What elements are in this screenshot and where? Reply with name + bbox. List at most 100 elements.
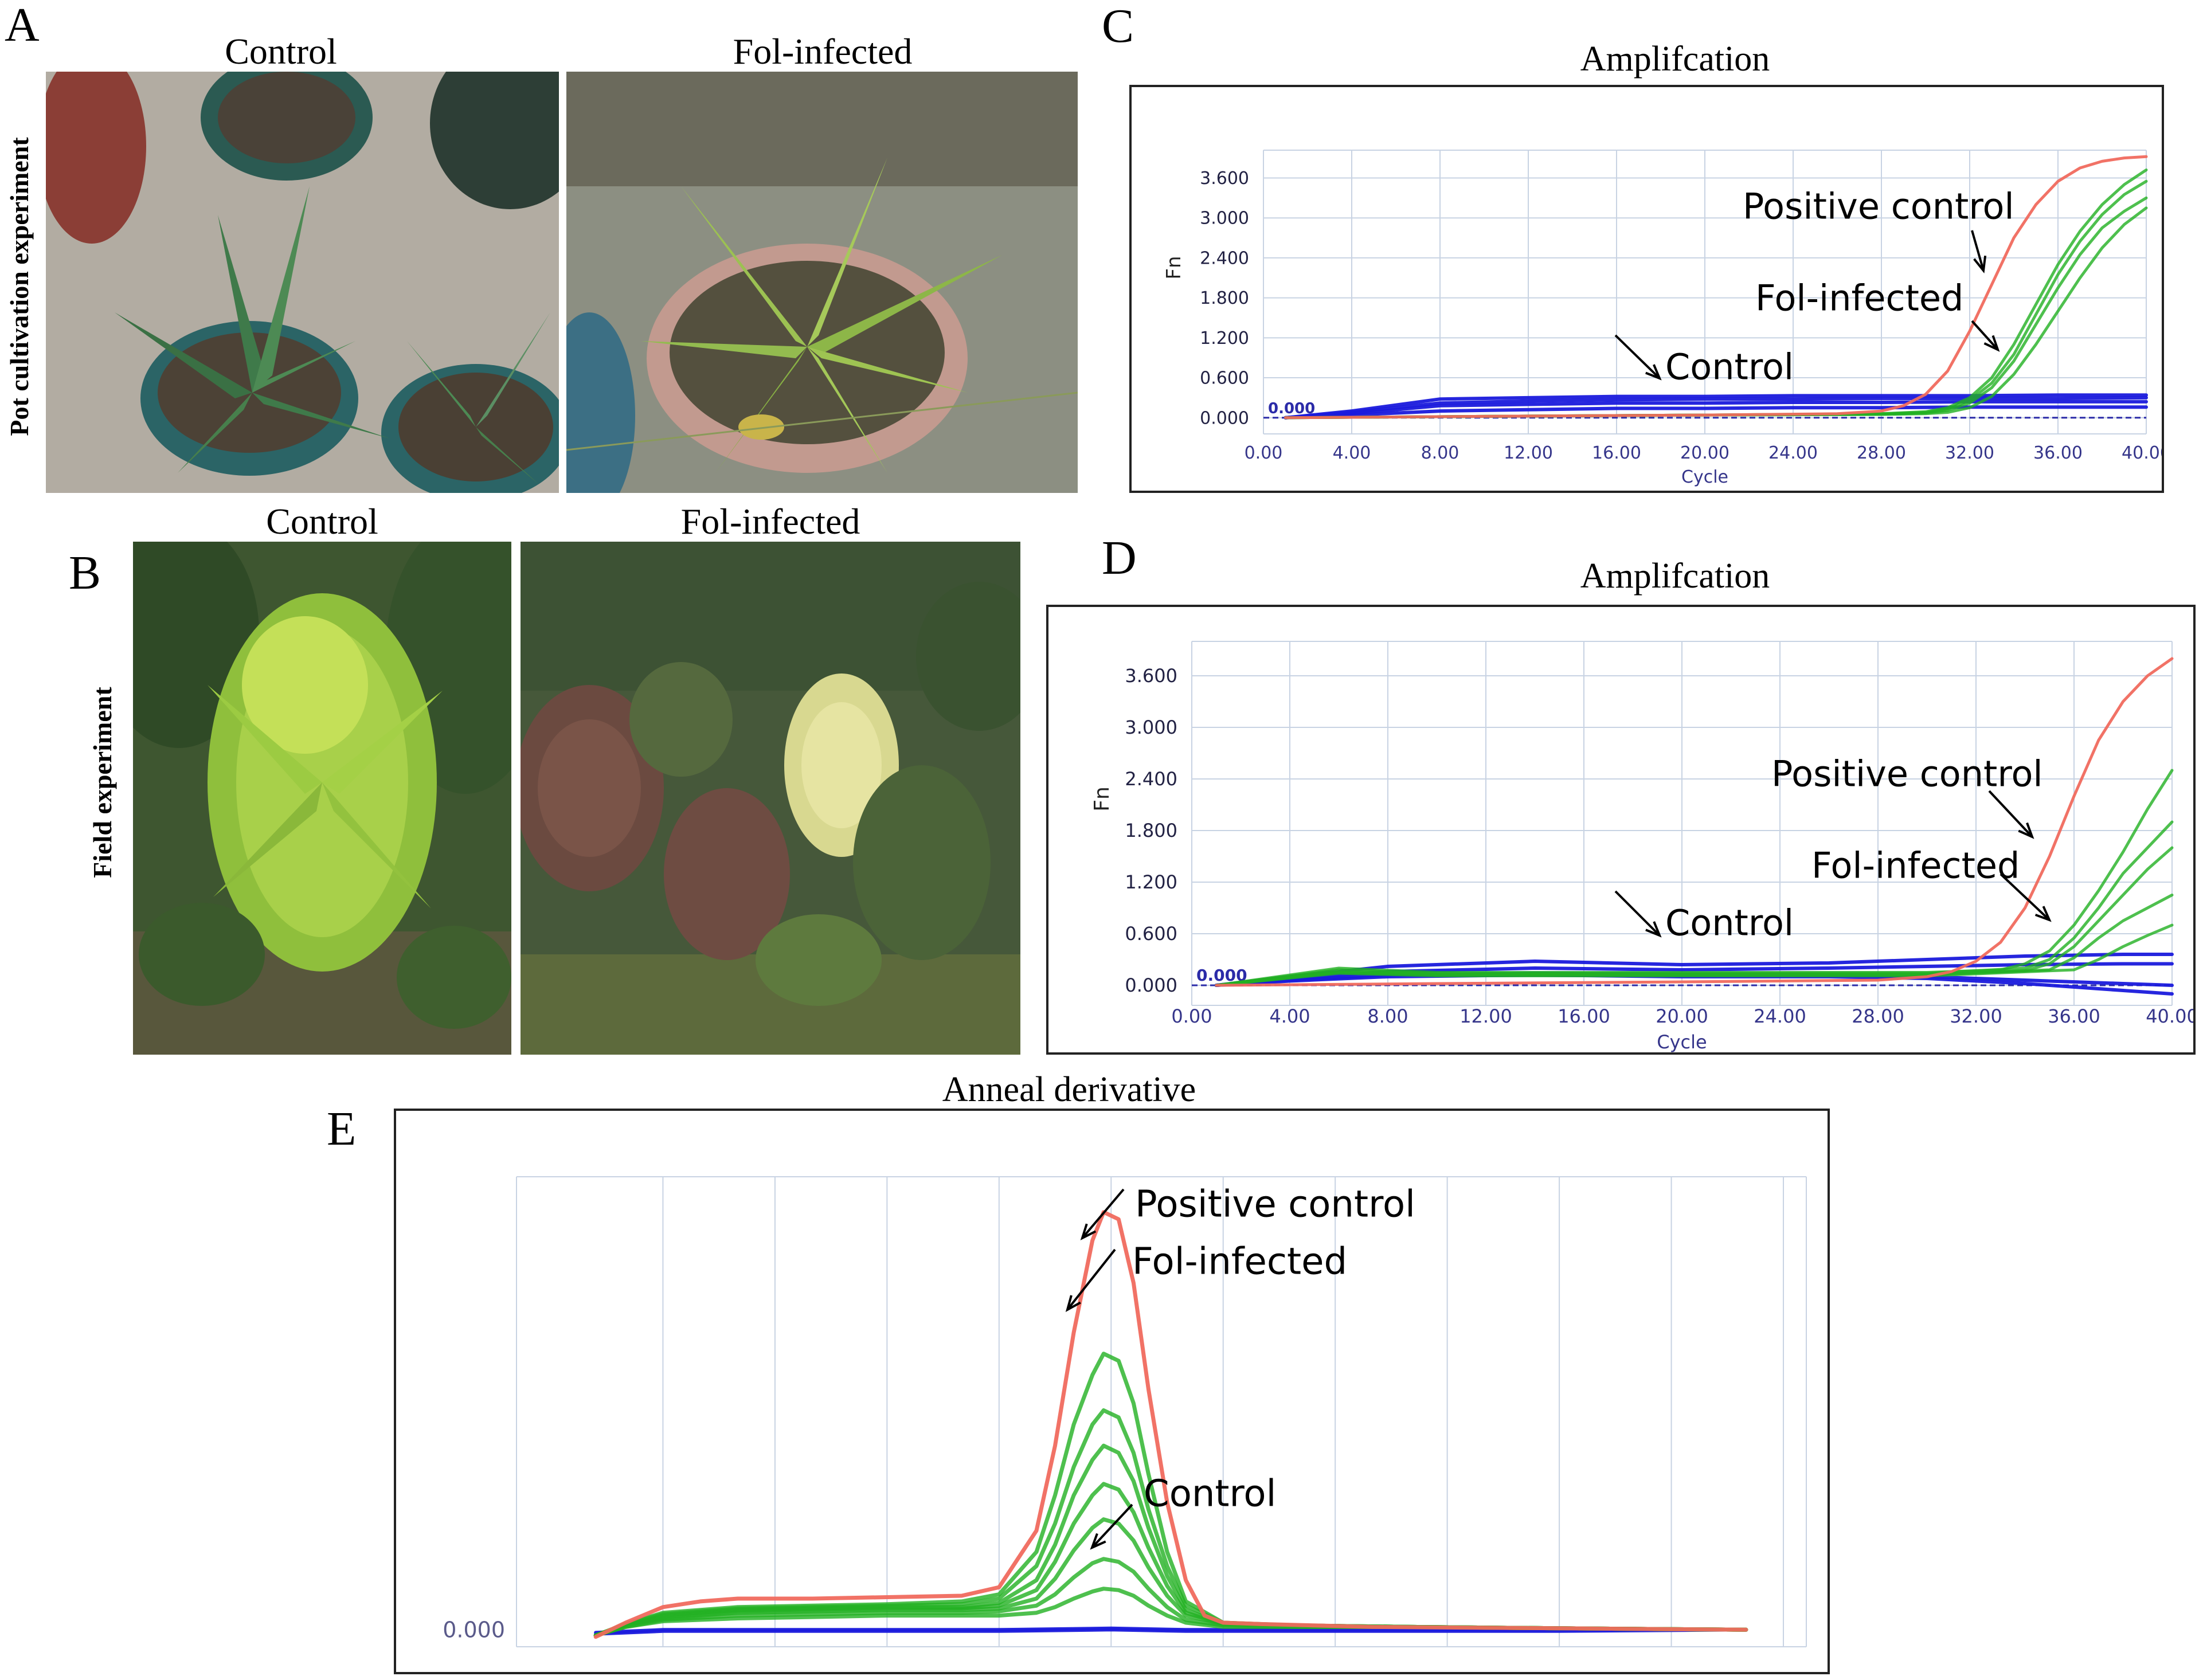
annotation-arrow-head — [1645, 364, 1662, 381]
panel-a-left-title: Control — [225, 31, 337, 72]
pot-control-photo — [46, 72, 559, 493]
annotation-fol-infected: Fol-infected — [1132, 1240, 1347, 1283]
y-tick-label: 1.800 — [1125, 820, 1177, 841]
x-axis-label: Cycle — [1657, 1031, 1707, 1052]
annotation-arrow-shaft — [1614, 334, 1661, 379]
annotation-arrow-head — [1973, 255, 1987, 273]
annotation-arrow-shaft — [1999, 873, 2051, 921]
x-tick-label: 20.00 — [1680, 443, 1729, 463]
annotation-arrow-shaft — [1971, 230, 1985, 271]
annotation-control: Control — [1665, 346, 1794, 388]
chart-e-frame: 66.0069.0072.0075.0078.0081.0084.0087.00… — [394, 1109, 1830, 1680]
annotation-positive-control: Positive control — [1743, 186, 2014, 228]
annotation-arrow-shaft — [1091, 1503, 1133, 1549]
chart-d-frame: 0.000 0.00 4.00 8.00 12.00 16.00 20.00 24.00 28.… — [1046, 605, 2198, 1055]
panel-letter-d: D — [1102, 531, 1137, 585]
y-axis-label: Fn — [1163, 256, 1185, 279]
panel-a-row-label: Pot cultivation experiment — [5, 137, 34, 436]
x-tick-label: 4.00 — [1333, 443, 1371, 463]
annotation-positive-control: Positive control — [1771, 753, 2043, 795]
annotation-arrow-shaft — [1081, 1188, 1125, 1239]
x-tick-label: 12.00 — [1459, 1005, 1512, 1027]
y-tick-label: 2.400 — [1200, 248, 1249, 268]
annotation-positive-control: Positive control — [1135, 1183, 1415, 1225]
x-tick-label: 32.00 — [1950, 1005, 2002, 1027]
chart-c-plot: 0.000 0.00 4.00 8.00 12.00 16.00 20.00 24.00 28.… — [1163, 150, 2171, 487]
chart-c-frame: 0.000 0.00 4.00 8.00 12.00 16.00 20.00 24.00 28.… — [1129, 85, 2171, 493]
y-tick-label: 0.000 — [1125, 974, 1177, 996]
x-tick-label: 16.00 — [1558, 1005, 1610, 1027]
panel-letter-a: A — [5, 0, 40, 52]
series-line-fol-infected — [593, 1587, 1748, 1638]
chart-c-title: Amplifcation — [1580, 40, 1770, 79]
x-tick-label: 12.00 — [1504, 443, 1553, 463]
y-tick-label: 1.800 — [1200, 288, 1249, 308]
y-tick-label: 1.200 — [1200, 328, 1249, 348]
pot-fol-infected-photo — [566, 72, 1078, 493]
annotation-arrow-shaft — [1614, 890, 1661, 937]
y-tick-label: 3.000 — [1125, 716, 1177, 738]
chart-e-plot: 66.0069.0072.0075.0078.0081.0084.0087.00… — [443, 1176, 1814, 1680]
annotation-control: Control — [1665, 902, 1794, 944]
annotation-arrow-head — [1080, 1223, 1097, 1240]
series-line-control — [594, 1628, 1748, 1636]
x-tick-label: 0.00 — [1245, 443, 1283, 463]
x-tick-label: 40.00 — [2122, 443, 2162, 463]
grid — [516, 1176, 1807, 1647]
y-tick-label: 3.600 — [1200, 169, 1249, 189]
grid — [1191, 641, 2173, 1006]
x-tick-label: 16.00 — [1592, 443, 1641, 463]
x-tick-label: 40.00 — [2146, 1005, 2193, 1027]
x-tick-label: 28.00 — [1852, 1005, 1904, 1027]
annotation-arrow-shaft — [1066, 1248, 1116, 1311]
series-line-control — [1284, 395, 2148, 420]
annotation-arrow-head — [1983, 335, 2000, 352]
series-group — [593, 1210, 1748, 1639]
y-tick-label: 3.000 — [1200, 209, 1249, 229]
annotation-arrow-head — [1065, 1295, 1081, 1313]
series-line-fol-infected — [1215, 923, 2174, 987]
series-line-control — [1284, 400, 2148, 420]
x-tick-label: 8.00 — [1367, 1005, 1408, 1027]
annotation-control: Control — [1144, 1473, 1276, 1515]
x-tick-label: 24.00 — [1768, 443, 1818, 463]
y-tick-label: 0.000 — [443, 1618, 505, 1643]
field-fol-infected-photo — [521, 542, 1020, 1055]
series-line-control — [1284, 393, 2148, 420]
y-tick-label: 0.000 — [1200, 408, 1249, 428]
y-tick-label: 3.600 — [1125, 665, 1177, 687]
x-tick-label: 4.00 — [1269, 1005, 1310, 1027]
series-line-control — [1214, 962, 2174, 987]
x-tick-label: 28.00 — [1857, 443, 1906, 463]
series-line-positive-control — [593, 1210, 1748, 1639]
y-axis-label: Fn — [1090, 786, 1114, 812]
panel-letter-c: C — [1102, 0, 1134, 53]
series-group — [1214, 657, 2174, 996]
annotation-arrow-shaft — [1988, 790, 2033, 838]
field-control-photo — [133, 542, 511, 1055]
chart-e-title: Anneal derivative — [942, 1070, 1196, 1109]
x-tick-label: 36.00 — [2033, 443, 2083, 463]
panel-b-right-title: Fol-infected — [680, 501, 860, 542]
annotation-arrow-head — [2034, 906, 2052, 922]
annotation-arrow-head — [1645, 921, 1662, 938]
y-tick-label: 0.600 — [1125, 923, 1177, 945]
annotation-fol-infected: Fol-infected — [1755, 277, 1963, 319]
y-tick-label: 2.400 — [1125, 768, 1177, 790]
x-tick-label: 0.00 — [1171, 1005, 1212, 1027]
x-tick-label: 24.00 — [1754, 1005, 1806, 1027]
series-line-control — [1284, 405, 2148, 420]
annotation-fol-infected: Fol-infected — [1811, 845, 2020, 887]
chart-d-title: Amplifcation — [1580, 557, 1770, 596]
panel-letter-b: B — [69, 546, 101, 600]
panel-b-left-title: Control — [266, 501, 378, 542]
panel-letter-e: E — [327, 1102, 357, 1156]
panel-a-right-title: Fol-infected — [733, 31, 913, 72]
series-group — [1284, 155, 2148, 420]
series-line-fol-infected — [1215, 769, 2174, 987]
annotation-arrow-shaft — [1971, 320, 1999, 351]
y-tick-label: 0.600 — [1200, 369, 1249, 389]
y-tick-label: 1.200 — [1125, 871, 1177, 893]
chart-d-plot: 0.000 0.00 4.00 8.00 12.00 16.00 20.00 24.00 28.… — [1090, 641, 2198, 1053]
annotation-arrow-head — [1090, 1533, 1106, 1550]
